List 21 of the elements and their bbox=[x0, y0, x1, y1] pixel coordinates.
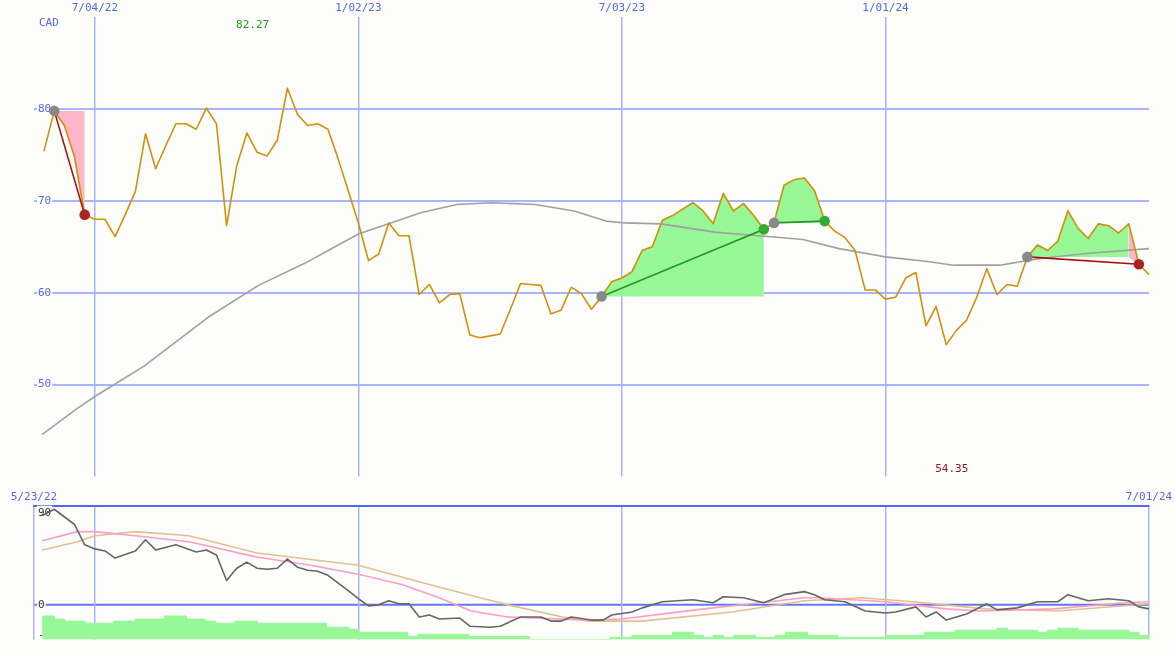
y-axis-title: CAD bbox=[39, 15, 59, 29]
y-tick-label: 80 bbox=[38, 101, 52, 115]
point bbox=[768, 217, 780, 229]
x-tick-label: 5/23/22 bbox=[10, 490, 58, 504]
point bbox=[1133, 258, 1145, 270]
y-tick-label: 50 bbox=[38, 377, 52, 391]
point bbox=[758, 224, 770, 235]
x-tick-label: 1/01/24 bbox=[862, 1, 910, 15]
point bbox=[596, 291, 607, 302]
x-tick-label: 1/02/23 bbox=[335, 1, 382, 15]
point bbox=[1022, 251, 1033, 263]
point bbox=[819, 215, 830, 227]
annotation: 54.35 bbox=[935, 461, 969, 475]
y-tick-label: 0 bbox=[38, 597, 45, 611]
y-tick-label: 70 bbox=[38, 193, 52, 207]
x-tick-label: 7/01/24 bbox=[1125, 490, 1173, 504]
x-tick-label: 7/04/22 bbox=[71, 1, 118, 15]
annotation: 82.27 bbox=[236, 17, 270, 31]
y-tick-label: 60 bbox=[38, 285, 52, 299]
x-tick-label: 7/03/23 bbox=[598, 1, 646, 15]
point bbox=[79, 209, 90, 220]
